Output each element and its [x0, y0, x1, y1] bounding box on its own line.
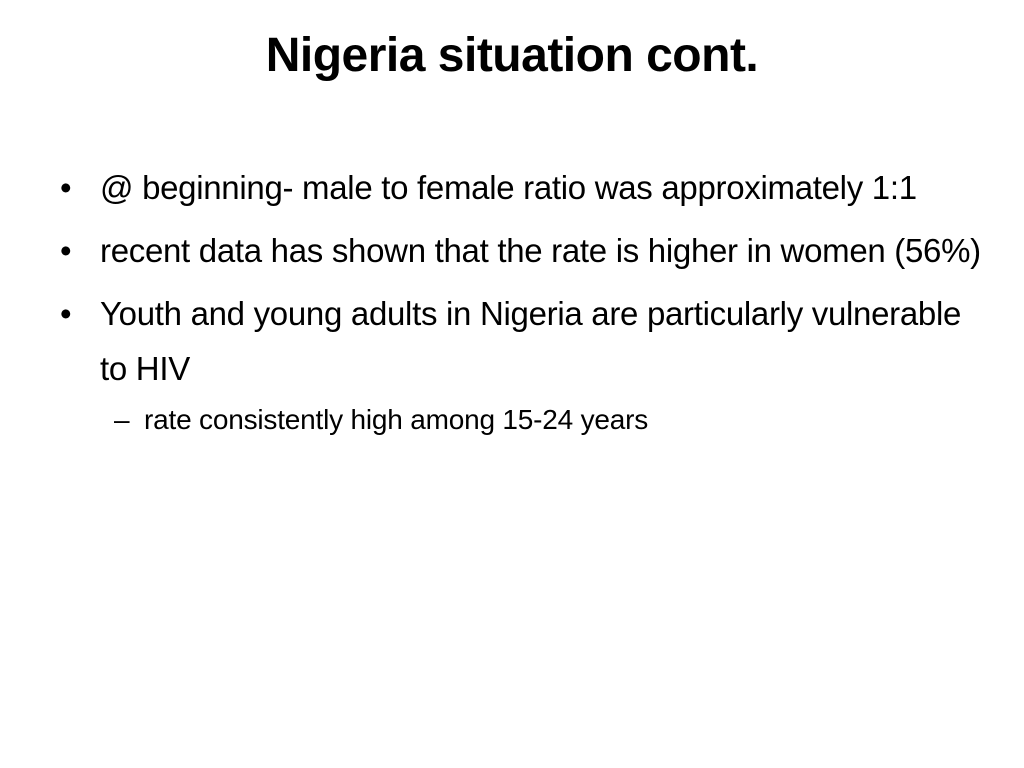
bullet-icon: • — [60, 232, 72, 269]
sub-bullet-item: – rate consistently high among 15-24 yea… — [114, 396, 990, 444]
bullet-icon: • — [60, 295, 72, 332]
bullet-item: • @ beginning- male to female ratio was … — [60, 160, 990, 215]
bullet-item: • Youth and young adults in Nigeria are … — [60, 286, 990, 444]
slide-title: Nigeria situation cont. — [265, 29, 759, 82]
bullet-text: recent data has shown that the rate is h… — [100, 232, 981, 269]
bullet-text: @ beginning- male to female ratio was ap… — [100, 169, 917, 206]
sub-bullet-text: rate consistently high among 15-24 years — [144, 404, 649, 435]
bullet-icon: • — [60, 169, 72, 206]
bullet-list: • @ beginning- male to female ratio was … — [60, 160, 990, 452]
bullet-item: • recent data has shown that the rate is… — [60, 223, 990, 278]
sub-bullet-list: – rate consistently high among 15-24 yea… — [100, 396, 990, 444]
dash-icon: – — [114, 404, 130, 435]
bullet-text: Youth and young adults in Nigeria are pa… — [100, 295, 962, 387]
